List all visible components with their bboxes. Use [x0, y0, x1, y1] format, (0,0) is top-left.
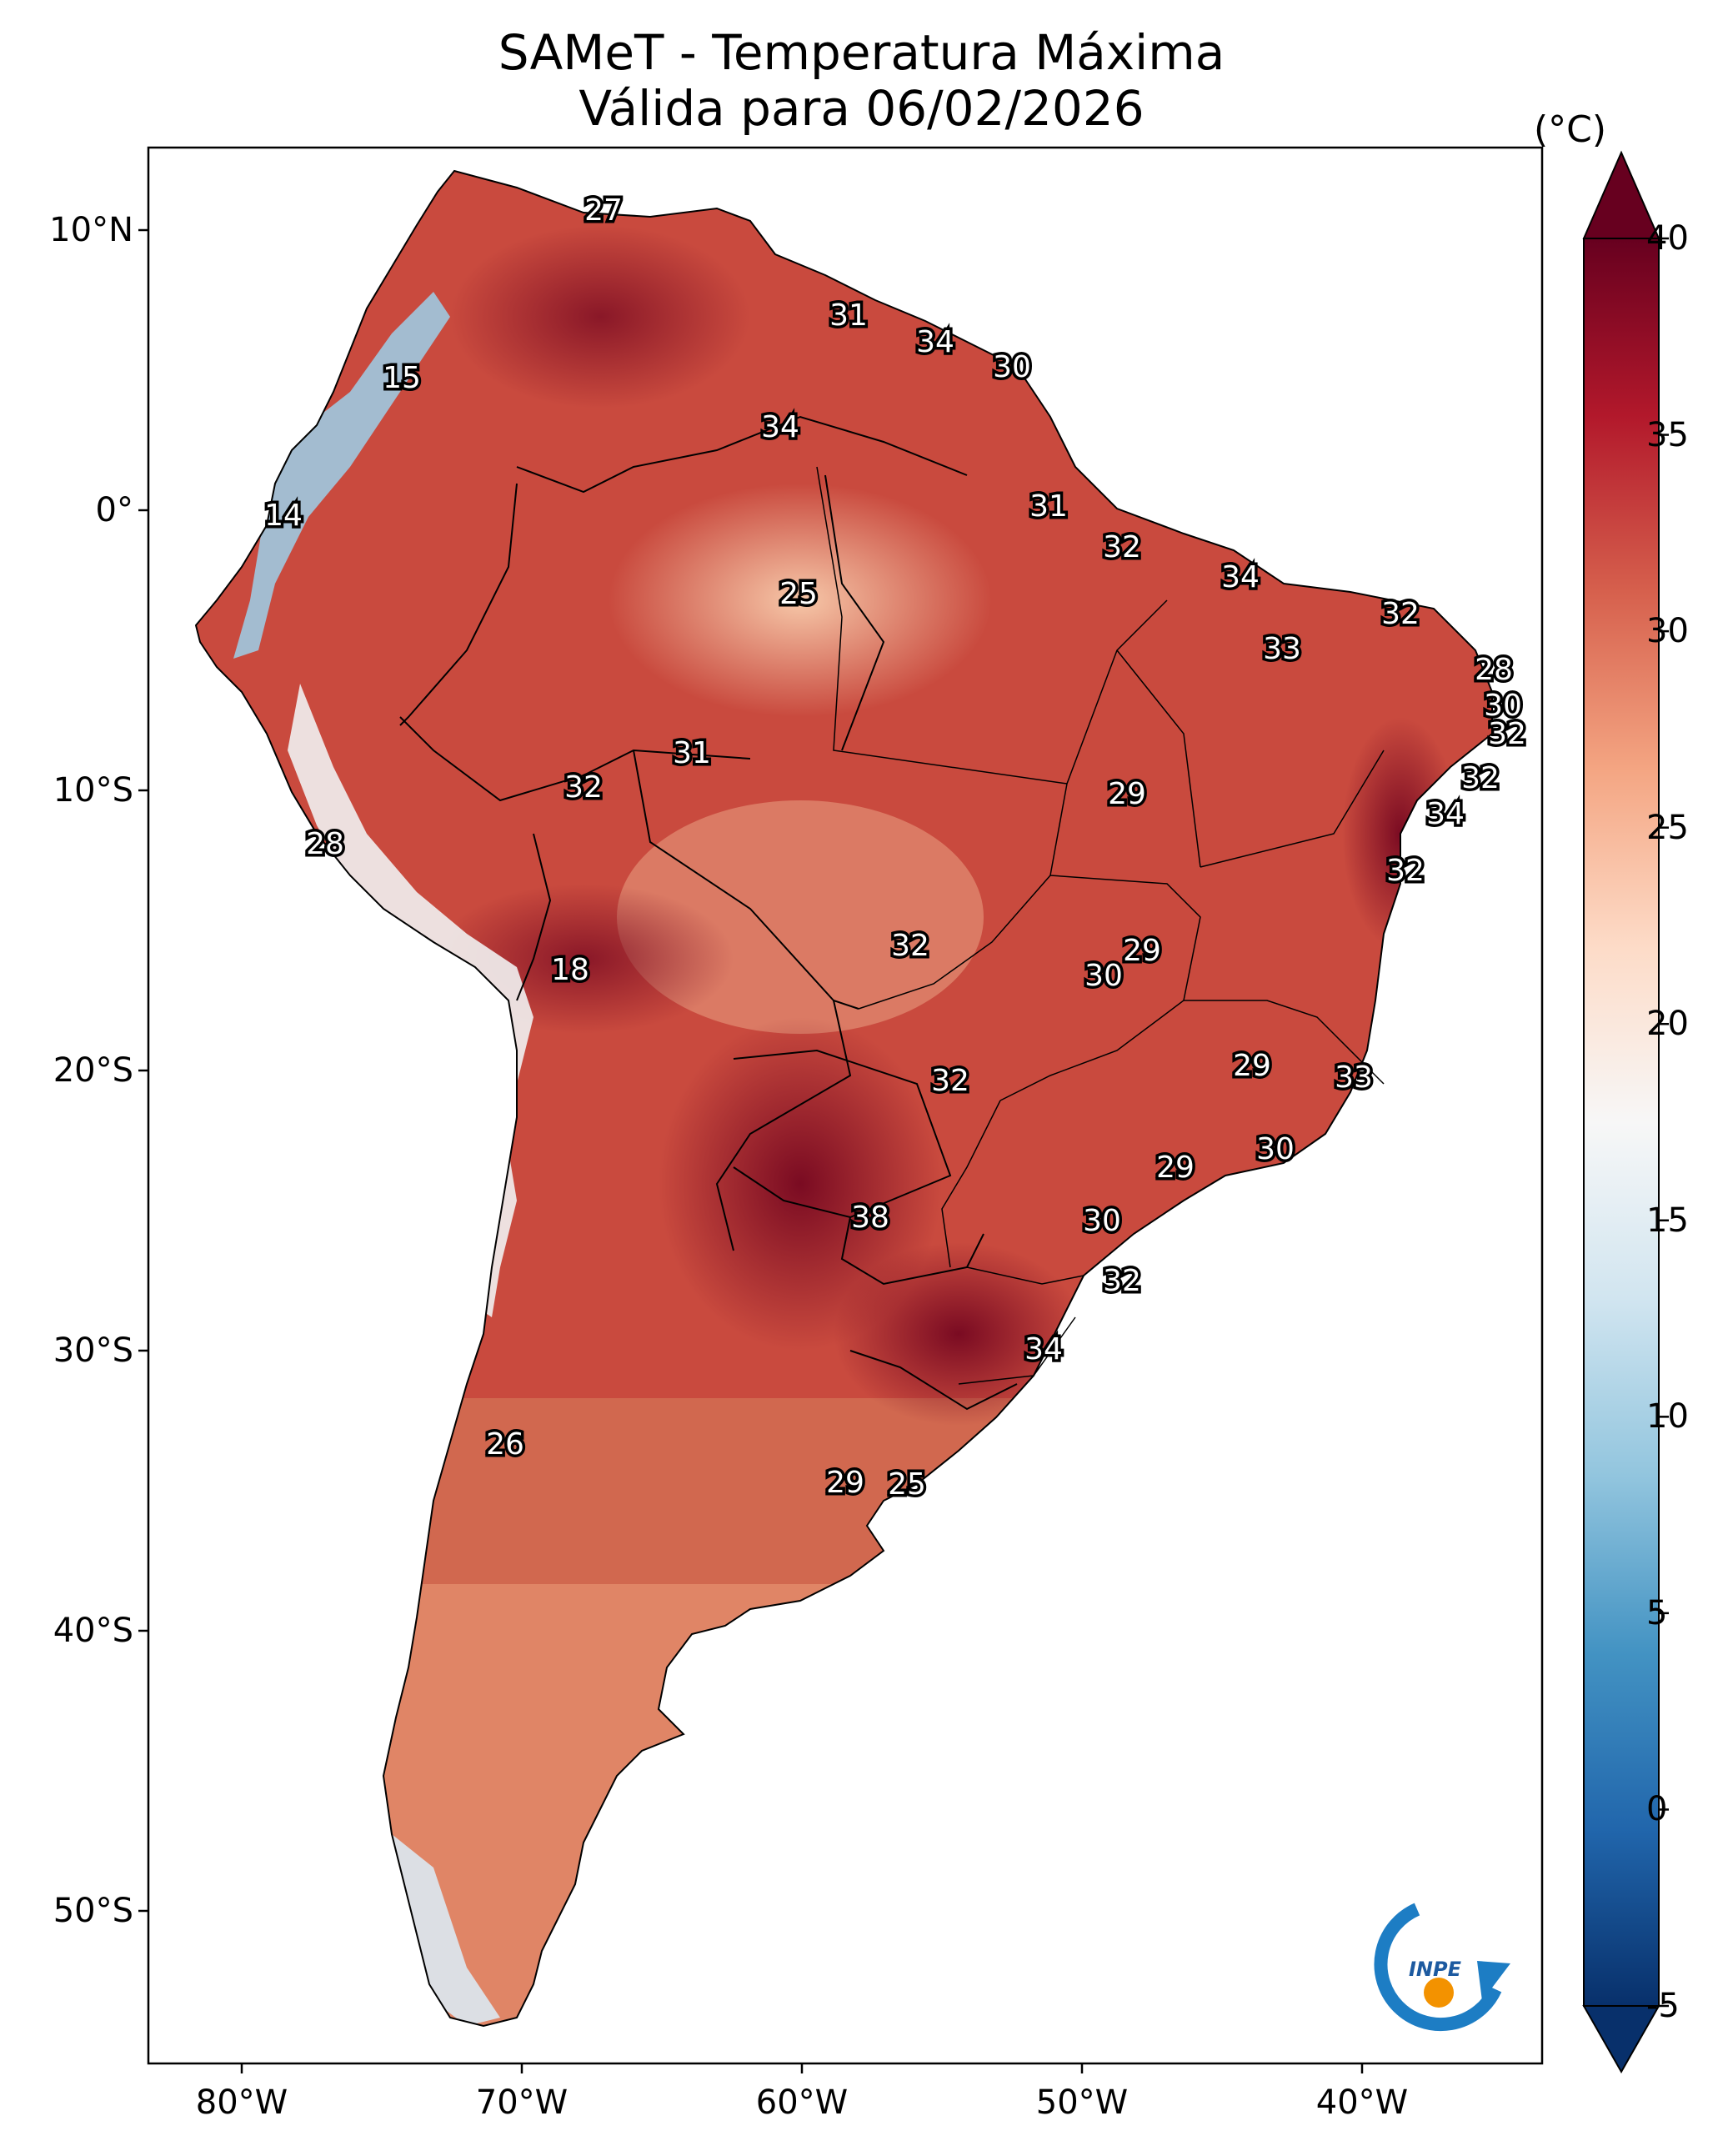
logo-orange-dot	[1424, 1978, 1454, 2008]
station-label: 30	[1256, 1132, 1295, 1166]
x-tick-marks	[240, 2063, 1364, 2073]
x-tick-label: 50°W	[1035, 2083, 1129, 2122]
logo-text: INPE	[1409, 1958, 1462, 1981]
colorbar-tick-label: 40	[1646, 219, 1689, 258]
colorbar-scale	[1583, 238, 1660, 2007]
colorbar-tick-label: 35	[1646, 415, 1689, 454]
state-borders	[816, 466, 1385, 1385]
y-tick-label: 40°S	[53, 1612, 133, 1650]
station-label: 38	[851, 1201, 889, 1235]
station-label: 32	[1386, 854, 1425, 888]
colorbar	[1582, 150, 1669, 2074]
colorbar-tick-label: 10	[1646, 1397, 1689, 1436]
station-label: 27	[584, 193, 623, 228]
station-label: 32	[891, 929, 929, 963]
station-label: 31	[1029, 489, 1068, 524]
station-label: 29	[1123, 934, 1161, 968]
station-label: 32	[931, 1064, 969, 1098]
station-label: 15	[383, 361, 421, 395]
station-label: 33	[1335, 1060, 1373, 1095]
inpe-logo: INPE	[1374, 1903, 1510, 2032]
y-tick-label: 20°S	[53, 1051, 133, 1090]
station-label: 33	[1263, 632, 1301, 666]
station-label: 32	[564, 770, 603, 805]
station-label: 30	[1084, 959, 1123, 993]
station-label: 32	[1488, 717, 1526, 751]
x-tick-label: 40°W	[1315, 2083, 1409, 2122]
map-subtitle: Válida para 06/02/2026	[579, 80, 1144, 137]
station-label: 34	[1221, 560, 1260, 594]
x-tick-label: 70°W	[475, 2083, 568, 2122]
station-label: 34	[916, 325, 954, 359]
colorbar-tick-label: 30	[1646, 612, 1689, 651]
y-tick-label: 10°N	[49, 211, 133, 249]
station-label: 26	[486, 1427, 524, 1462]
station-label: 32	[1103, 1264, 1141, 1298]
y-tick-label: 50°S	[53, 1892, 133, 1930]
colorbar-unit: (°C)	[1534, 108, 1607, 151]
station-label: 25	[779, 577, 818, 611]
colorbar-tick-label: 20	[1646, 1005, 1689, 1044]
station-label: 29	[1233, 1049, 1271, 1083]
colorbar-tick-label: -5	[1646, 1987, 1680, 2025]
station-label: 29	[1108, 777, 1146, 811]
station-label: 30	[1484, 689, 1522, 723]
colorbar-tick-label: 0	[1646, 1790, 1668, 1829]
colorbar-tick-label: 5	[1646, 1593, 1668, 1632]
station-label: 34	[1426, 797, 1465, 831]
station-label: 30	[993, 350, 1031, 384]
station-label: 31	[673, 736, 711, 770]
y-tick-marks	[138, 228, 148, 1913]
station-label: 25	[888, 1467, 926, 1502]
x-tick-label: 80°W	[195, 2083, 288, 2122]
station-label: 34	[1024, 1332, 1063, 1366]
station-label: 28	[306, 827, 344, 861]
x-tick-label: 60°W	[755, 2083, 849, 2122]
country-borders	[399, 415, 1018, 1411]
logo-arc	[1374, 1903, 1502, 2032]
map-frame	[147, 146, 1544, 2065]
y-tick-label: 10°S	[53, 771, 133, 810]
station-label: 30	[1083, 1204, 1121, 1238]
station-label: 34	[761, 410, 799, 444]
station-label: 32	[1461, 761, 1500, 795]
station-label: 14	[264, 499, 303, 533]
station-label: 32	[1381, 597, 1420, 631]
map-title: SAMeT - Temperatura Máxima	[498, 24, 1225, 81]
y-tick-label: 0°	[95, 491, 133, 529]
station-label: 29	[826, 1466, 864, 1500]
station-label: 29	[1156, 1151, 1195, 1185]
station-label: 32	[1103, 530, 1141, 564]
station-labels: 27 31 34 30 15 34 14 31 32 34 25 32 33 2…	[262, 191, 1530, 1505]
colorbar-tick-label: 25	[1646, 808, 1689, 847]
colorbar-min-extend	[1582, 2005, 1660, 2074]
y-tick-label: 30°S	[53, 1331, 133, 1370]
colorbar-tick-label: 15	[1646, 1201, 1689, 1240]
logo-arrow	[1477, 1961, 1510, 2001]
station-label: 18	[551, 953, 589, 987]
station-label: 31	[829, 298, 868, 333]
station-label: 28	[1475, 653, 1513, 687]
